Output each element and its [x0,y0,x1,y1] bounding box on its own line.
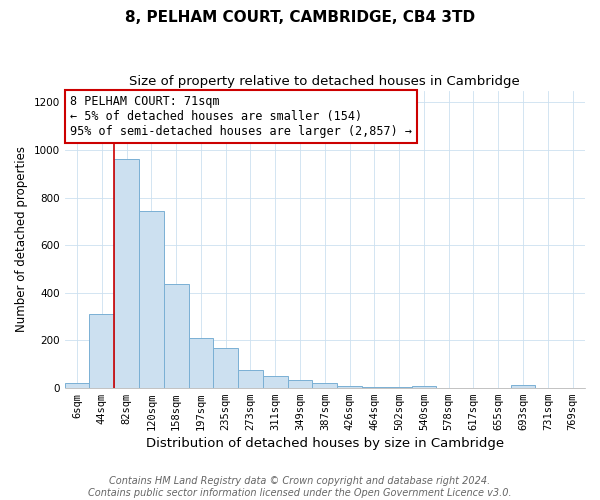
Bar [188,338,214,388]
Bar [263,376,287,388]
Text: 8, PELHAM COURT, CAMBRIDGE, CB4 3TD: 8, PELHAM COURT, CAMBRIDGE, CB4 3TD [125,10,475,25]
Bar [313,384,337,388]
Bar [114,160,139,388]
Bar [238,370,263,388]
Bar [287,380,313,388]
Title: Size of property relative to detached houses in Cambridge: Size of property relative to detached ho… [130,75,520,88]
Bar [387,386,412,388]
Text: 8 PELHAM COURT: 71sqm
← 5% of detached houses are smaller (154)
95% of semi-deta: 8 PELHAM COURT: 71sqm ← 5% of detached h… [70,95,412,138]
Bar [362,386,387,388]
Bar [139,210,164,388]
Text: Contains HM Land Registry data © Crown copyright and database right 2024.
Contai: Contains HM Land Registry data © Crown c… [88,476,512,498]
Bar [89,314,114,388]
X-axis label: Distribution of detached houses by size in Cambridge: Distribution of detached houses by size … [146,437,504,450]
Y-axis label: Number of detached properties: Number of detached properties [15,146,28,332]
Bar [164,284,188,388]
Bar [65,383,89,388]
Bar [337,386,362,388]
Bar [412,386,436,388]
Bar [214,348,238,388]
Bar [511,386,535,388]
